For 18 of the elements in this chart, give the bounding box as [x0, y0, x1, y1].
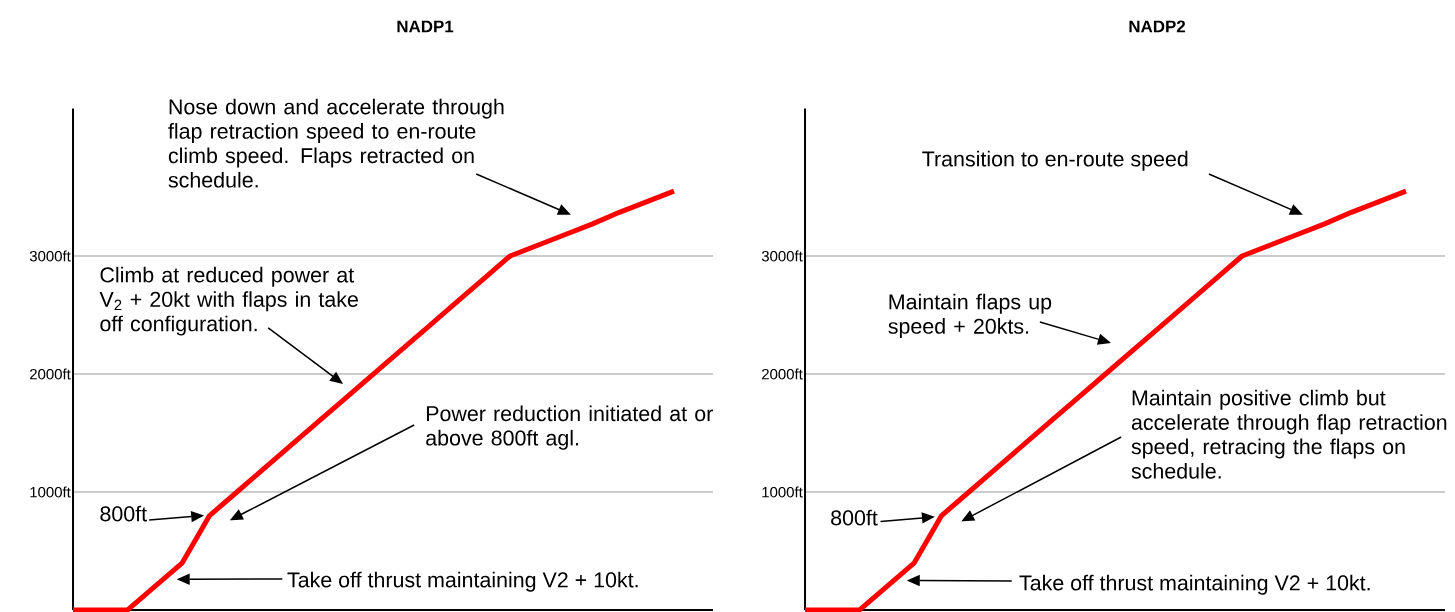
y-tick-label: 3000ft	[29, 250, 71, 262]
y-tick-label: 1000ft	[30, 486, 71, 498]
annotation: Climb at reduced power at V$_{2}$ + 20kt with flaps in take off configuration.	[99, 266, 358, 336]
y-tick-label: 2000ft	[762, 368, 803, 380]
y-tick-label: 2000ft	[30, 368, 71, 380]
chart-title: NADP1	[397, 20, 454, 33]
annotation: 800ft	[100, 505, 147, 522]
annotation: Nose down and accelerate through flap retraction speed to en-route climb speed. Flaps retracted on schedule.	[168, 98, 504, 188]
y-tick-label: 3000ft	[761, 250, 803, 262]
annotation: Maintain flaps up speed + 20kts.	[888, 293, 1052, 339]
annotation: Take off thrust maintaining V2 + 10kt.	[1019, 574, 1370, 595]
annotation: Power reduction initiated at or above 800ft agl.	[426, 405, 713, 450]
y-tick-label: 1000ft	[762, 486, 803, 498]
chart-title: NADP2	[1129, 20, 1186, 33]
annotation: Take off thrust maintaining V2 + 10kt.	[287, 571, 638, 592]
annotation: Transition to en-route speed	[922, 150, 1188, 171]
annotation: 800ft	[831, 509, 878, 526]
annotation: Maintain positive climb but accelerate through flap retraction speed, retracing the flaps on schedule.	[1131, 389, 1447, 479]
